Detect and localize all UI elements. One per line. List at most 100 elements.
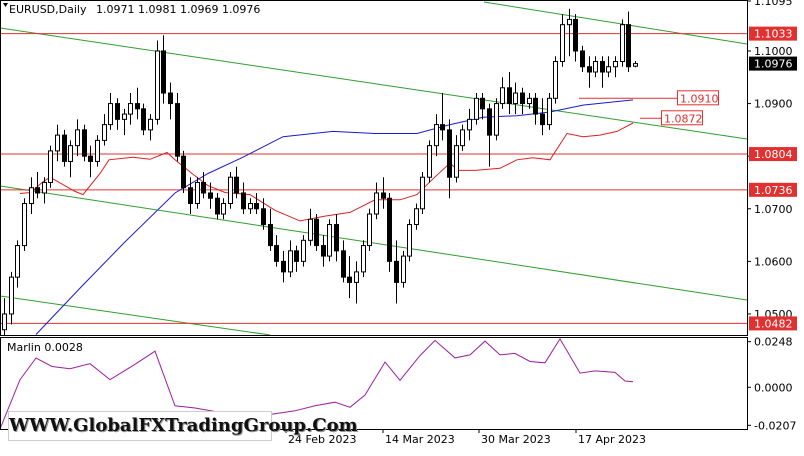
candle-body-bull — [620, 24, 625, 62]
candle — [587, 56, 592, 88]
symbol-timeframe: EURUSD,Daily — [9, 3, 87, 16]
oscillator-tick-label: 0.0248 — [754, 336, 793, 349]
price-tick-label: 1.1095 — [754, 0, 793, 8]
candle — [434, 114, 439, 157]
candle-body-bear — [533, 97, 538, 115]
candle — [62, 129, 67, 167]
candle — [141, 103, 146, 136]
level-tag-box — [749, 147, 797, 162]
collapse-triangle-icon[interactable] — [3, 3, 8, 7]
candle-body-bull — [15, 245, 20, 278]
candle — [613, 56, 618, 78]
candle — [2, 298, 7, 335]
candle-body-bear — [540, 113, 545, 126]
candle-body-bull — [148, 118, 153, 131]
candle — [447, 119, 452, 199]
candle-body-bull — [102, 124, 107, 141]
time-tick-label: 30 Mar 2023 — [481, 433, 551, 446]
target-levels: 1.0910 1.0872 — [579, 90, 719, 126]
candle-body-bear — [294, 250, 299, 262]
candle — [254, 192, 259, 215]
candle-body-bull — [122, 113, 127, 120]
candle-body-bull — [547, 97, 552, 126]
price-tick-label: 1.0900 — [754, 98, 793, 111]
candle-body-bull — [228, 176, 233, 205]
candle — [241, 182, 246, 215]
candle-body-bull — [427, 145, 432, 178]
candle-body-bull — [567, 18, 572, 26]
candle-body-bear — [188, 187, 193, 205]
candle — [560, 14, 565, 67]
candle — [35, 171, 40, 199]
candle-body-bear — [480, 97, 485, 110]
candle-body-bull — [354, 271, 359, 283]
candle — [15, 240, 20, 288]
candle-body-bull — [527, 97, 532, 105]
candle-body-bear — [201, 181, 206, 194]
candle — [215, 192, 220, 220]
candle — [394, 240, 399, 304]
candle — [580, 45, 585, 73]
candle — [88, 145, 93, 178]
candle — [48, 145, 53, 188]
candle — [22, 198, 27, 251]
candle-body-bear — [520, 92, 525, 105]
candle — [626, 11, 631, 73]
candle-body-bear — [115, 103, 120, 120]
target-label: 1.0872 — [664, 112, 703, 125]
candle — [288, 240, 293, 278]
candle — [321, 235, 326, 267]
candle — [454, 135, 459, 183]
ohlc-values: 1.0971 1.0981 1.0969 1.0976 — [96, 3, 260, 16]
candle-body-bull — [560, 24, 565, 62]
candle-body-bull — [22, 203, 27, 247]
candle-body-bull — [108, 103, 113, 126]
candle-body-bear — [334, 224, 339, 252]
candle-body-bear — [82, 129, 87, 157]
candle — [494, 98, 499, 141]
channel-line-top — [483, 1, 747, 45]
candle — [507, 72, 512, 115]
level-tag-label: 1.0736 — [754, 184, 793, 197]
candle — [195, 177, 200, 209]
candle-body-bull — [248, 203, 253, 210]
candle — [308, 208, 313, 246]
candle-body-bear — [347, 276, 352, 283]
moving-average-red — [19, 122, 634, 222]
candle-body-bull — [460, 129, 465, 147]
channel-line-bottom — [1, 295, 271, 335]
candle — [55, 124, 60, 162]
candle-body-bear — [341, 250, 346, 278]
candle-body-bull — [55, 134, 60, 152]
candle-body-bear — [141, 108, 146, 131]
candle — [540, 98, 545, 136]
candle-body-bear — [447, 129, 452, 178]
candle-body-bull — [29, 187, 34, 205]
chart-symbol-label: EURUSD,Daily 1.0971 1.0981 1.0969 1.0976 — [9, 3, 260, 16]
candle-body-bull — [500, 87, 505, 105]
candle — [513, 82, 518, 115]
oscillator-plot — [1, 338, 634, 428]
candle-body-bear — [321, 245, 326, 257]
oscillator-line — [1, 338, 634, 428]
price-tick-label: 1.0600 — [754, 255, 793, 268]
candle — [128, 93, 133, 125]
price-tick-label: 1.1000 — [754, 45, 793, 58]
candle-body-bear — [254, 203, 259, 210]
candle-body-bear — [35, 187, 40, 194]
candle-body-bear — [261, 208, 266, 226]
candle — [367, 208, 372, 251]
candle-body-bear — [281, 260, 286, 273]
candle — [82, 124, 87, 162]
candle — [387, 192, 392, 272]
candle-body-bear — [208, 192, 213, 199]
candle — [480, 93, 485, 120]
candle — [347, 256, 352, 299]
candle-body-bear — [487, 108, 492, 136]
time-axis: 24 Feb 2023 14 Mar 2023 30 Mar 2023 17 Apr … — [285, 429, 646, 446]
candle — [600, 56, 605, 88]
candle — [168, 82, 173, 120]
candle — [221, 198, 226, 220]
candle-body-bear — [88, 155, 93, 162]
candle — [29, 177, 34, 215]
